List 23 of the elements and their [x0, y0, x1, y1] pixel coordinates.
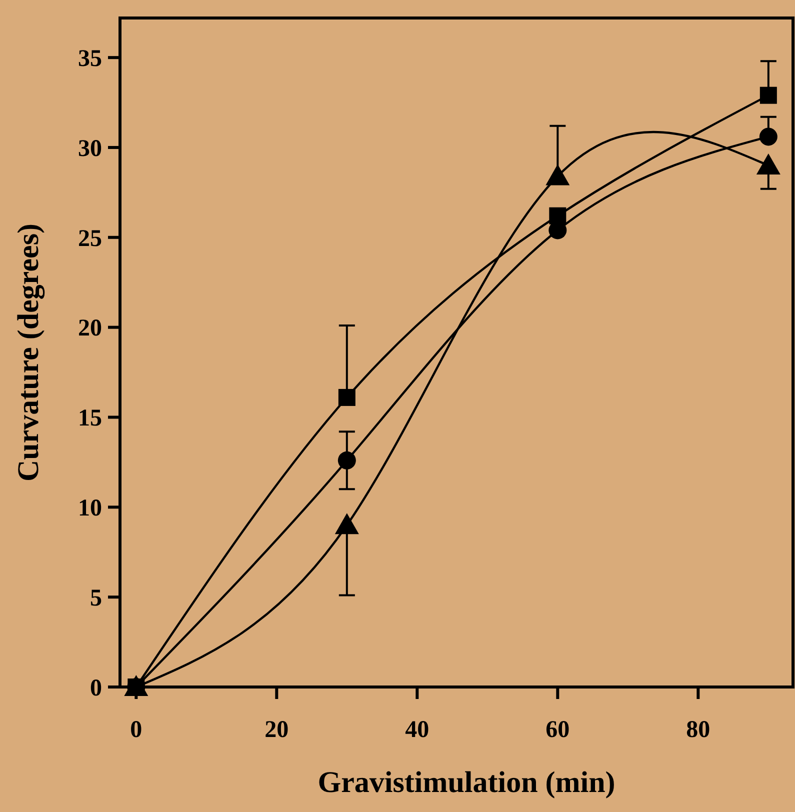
y-tick-label: 30 [78, 136, 102, 162]
x-tick-label: 40 [405, 717, 430, 743]
point [124, 675, 148, 696]
point [760, 86, 777, 104]
x-tick-label: 20 [264, 717, 289, 743]
y-tick-label: 0 [90, 675, 102, 702]
y-tick-label: 10 [78, 496, 102, 522]
point [759, 128, 778, 146]
point [756, 153, 780, 174]
y-axis-title: Curvature (degrees) [12, 224, 45, 482]
point [338, 451, 356, 470]
x-tick-label: 60 [546, 717, 570, 743]
x-tick-label: 0 [130, 717, 142, 743]
y-tick-label: 35 [78, 46, 102, 72]
y-tick-label: 20 [78, 316, 102, 342]
point [338, 388, 356, 406]
x-tick-label: 80 [686, 717, 710, 743]
point [546, 164, 570, 186]
x-axis-title: Gravistimulation (min) [318, 766, 616, 799]
y-tick-label: 25 [78, 226, 102, 252]
y-tick-label: 5 [90, 585, 102, 612]
y-tick-label: 15 [78, 406, 102, 432]
point [334, 513, 359, 534]
